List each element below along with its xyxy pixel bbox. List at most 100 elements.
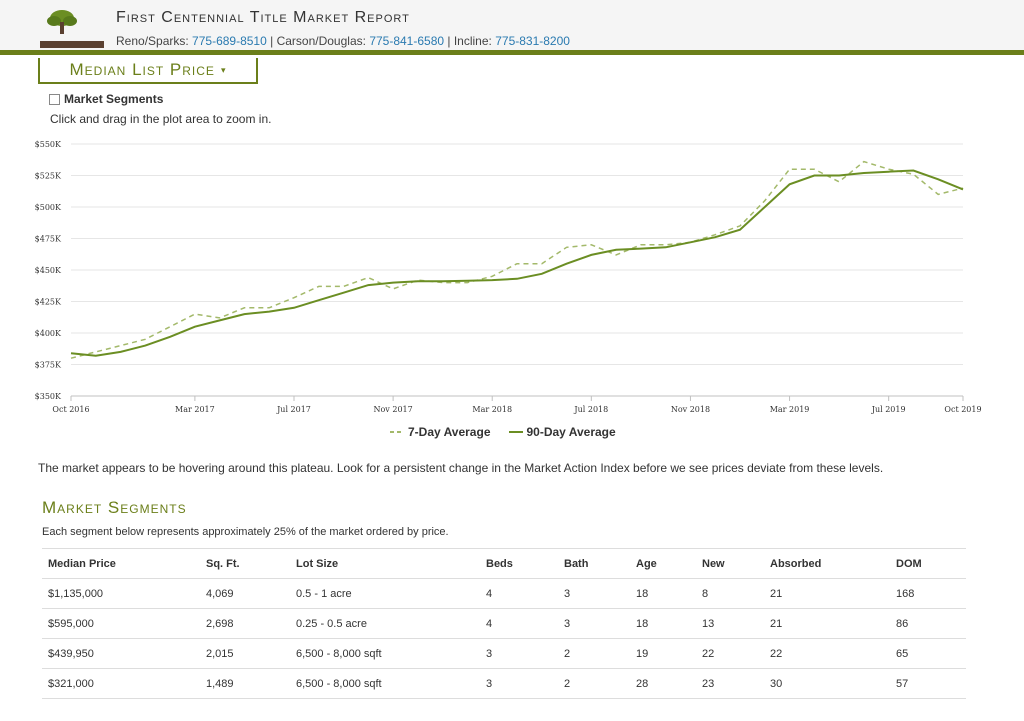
table-cell: 22 — [764, 638, 890, 669]
table-cell: 65 — [890, 638, 966, 669]
table-cell: $1,135,000 — [42, 578, 200, 609]
column-header: Beds — [480, 548, 558, 579]
phone-link-carson[interactable]: 775-841-6580 — [369, 34, 445, 48]
separator: | — [447, 34, 454, 48]
phone-link-incline[interactable]: 775-831-8200 — [495, 34, 570, 48]
company-logo — [40, 8, 104, 48]
segments-description: Each segment below represents approximat… — [42, 526, 449, 538]
report-title: First Centennial Title Market Report — [116, 9, 410, 26]
column-header: Lot Size — [290, 548, 480, 579]
series-line-7day — [70, 160, 964, 359]
metric-dropdown-label: Median List Price — [69, 60, 215, 79]
x-tick-label: Nov 2017 — [373, 405, 412, 414]
table-cell: $595,000 — [42, 608, 200, 639]
table-cell: 3 — [480, 638, 558, 669]
y-tick-label: $475K — [35, 235, 62, 244]
column-header: New — [696, 548, 764, 579]
table-cell: 19 — [630, 638, 696, 669]
table-cell: 4 — [480, 608, 558, 639]
x-tick-label: Mar 2019 — [770, 405, 810, 414]
market-commentary: The market appears to be hovering around… — [38, 461, 884, 475]
y-tick-label: $425K — [35, 298, 62, 307]
table-cell: 13 — [696, 608, 764, 639]
table-row: $595,000 2,698 0.25 - 0.5 acre 4 3 18 13… — [42, 608, 966, 639]
table-cell: 3 — [558, 578, 630, 609]
table-cell: 4,069 — [200, 578, 290, 609]
page-header: First Centennial Title Market Report Ren… — [0, 0, 1024, 55]
table-cell: 28 — [630, 668, 696, 699]
table-cell: 2,698 — [200, 608, 290, 639]
table-cell: 18 — [630, 608, 696, 639]
y-tick-label: $450K — [35, 266, 62, 275]
legend-item-90day[interactable]: 90-Day Average — [508, 425, 616, 439]
table-cell: 168 — [890, 578, 966, 609]
office-contacts: Reno/Sparks: 775-689-8510 | Carson/Dougl… — [116, 34, 570, 48]
caret-down-icon: ▾ — [220, 64, 227, 75]
x-tick-label: Mar 2018 — [472, 405, 512, 414]
separator: | — [270, 34, 277, 48]
legend-item-7day[interactable]: 7-Day Average — [390, 425, 491, 439]
table-cell: 2 — [558, 638, 630, 669]
table-cell: 0.5 - 1 acre — [290, 578, 480, 609]
series-line-90day — [70, 169, 964, 357]
table-row: $439,950 2,015 6,500 - 8,000 sqft 3 2 19… — [42, 638, 966, 669]
contact-label: Reno/Sparks: — [116, 34, 189, 48]
column-header: Absorbed — [764, 548, 890, 579]
segments-title: Market Segments — [42, 498, 187, 517]
x-tick-label: Oct 2019 — [944, 405, 981, 414]
price-line-chart[interactable]: $350K $375K $400K $425K $450K $475K $500K $525K… — [0, 130, 1024, 420]
x-tick-label: Mar 2017 — [175, 405, 215, 414]
solid-line-icon — [508, 431, 523, 433]
table-row: $1,135,000 4,069 0.5 - 1 acre 4 3 18 8 2… — [42, 578, 966, 609]
table-cell: 57 — [890, 668, 966, 699]
table-cell: $321,000 — [42, 668, 200, 699]
x-tick-label: Jul 2018 — [573, 405, 608, 414]
table-cell: 18 — [630, 578, 696, 609]
column-header: DOM — [890, 548, 966, 579]
table-cell: 2,015 — [200, 638, 290, 669]
table-cell: 8 — [696, 578, 764, 609]
y-tick-label: $550K — [35, 140, 62, 149]
table-cell: 1,489 — [200, 668, 290, 699]
table-cell: 3 — [558, 608, 630, 639]
column-header: Median Price — [42, 548, 200, 579]
dashed-line-icon — [390, 431, 404, 433]
zoom-hint: Click and drag in the plot area to zoom … — [50, 112, 272, 126]
metric-dropdown-button[interactable]: Median List Price ▾ — [38, 58, 258, 84]
contact-label: Incline: — [453, 34, 492, 48]
legend-label-7day: 7-Day Average — [408, 425, 491, 439]
table-cell: 30 — [764, 668, 890, 699]
table-cell: 21 — [764, 578, 890, 609]
table-cell: 2 — [558, 668, 630, 699]
segments-table: Median Price Sq. Ft. Lot Size Beds Bath … — [42, 548, 966, 699]
y-tick-label: $525K — [35, 172, 62, 181]
phone-link-reno[interactable]: 775-689-8510 — [192, 34, 267, 48]
column-header: Bath — [558, 548, 630, 579]
table-cell: 22 — [696, 638, 764, 669]
column-header: Sq. Ft. — [200, 548, 290, 579]
contact-label: Carson/Douglas: — [276, 34, 366, 48]
y-tick-label: $350K — [35, 392, 62, 401]
chart-legend: 7-Day Average 90-Day Average — [390, 425, 616, 439]
x-tick-label: Oct 2016 — [52, 405, 89, 414]
table-row: $321,000 1,489 6,500 - 8,000 sqft 3 2 28… — [42, 668, 966, 699]
table-cell: 6,500 - 8,000 sqft — [290, 638, 480, 669]
checkbox[interactable] — [49, 93, 60, 105]
x-tick-label: Jul 2019 — [871, 405, 906, 414]
market-segments-label: Market Segments — [64, 92, 164, 106]
column-header: Age — [630, 548, 696, 579]
table-cell: 3 — [480, 668, 558, 699]
table-cell: $439,950 — [42, 638, 200, 669]
table-header-row: Median Price Sq. Ft. Lot Size Beds Bath … — [42, 548, 966, 579]
table-cell: 86 — [890, 608, 966, 639]
x-tick-label: Nov 2018 — [671, 405, 710, 414]
table-cell: 21 — [764, 608, 890, 639]
x-tick-label: Jul 2017 — [276, 405, 311, 414]
table-cell: 23 — [696, 668, 764, 699]
y-tick-label: $400K — [35, 329, 62, 338]
y-tick-label: $375K — [35, 361, 62, 370]
market-segments-toggle[interactable]: Market Segments — [49, 92, 163, 106]
y-tick-label: $500K — [35, 203, 62, 212]
legend-label-90day: 90-Day Average — [526, 425, 616, 439]
table-cell: 0.25 - 0.5 acre — [290, 608, 480, 639]
